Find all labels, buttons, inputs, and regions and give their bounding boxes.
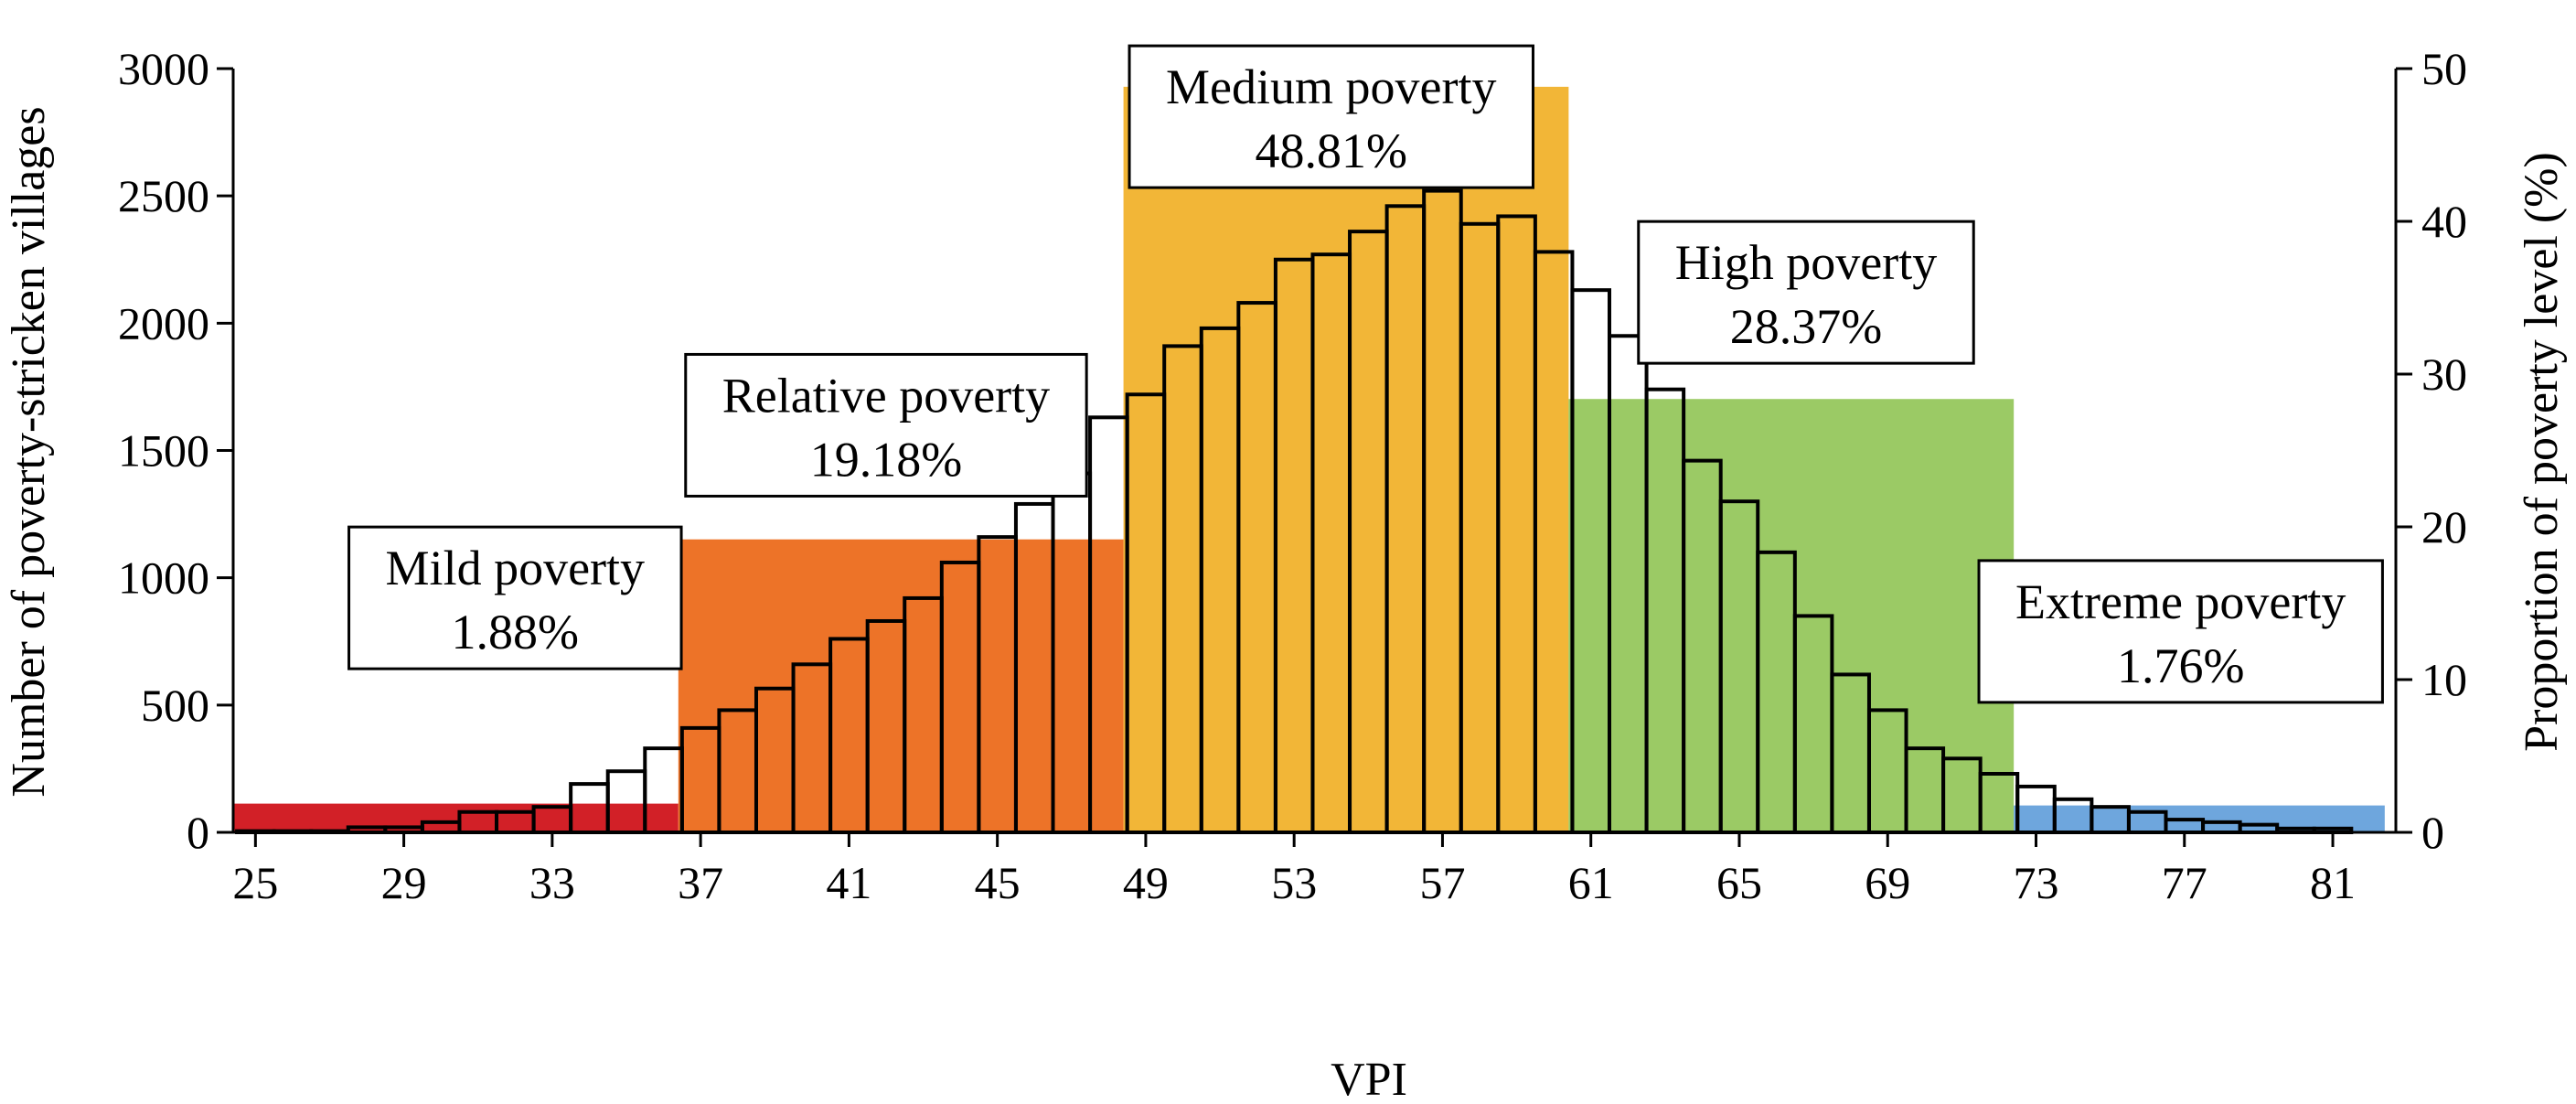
y2-tick-label: 50 — [2421, 43, 2467, 94]
label-box-relative-poverty: Relative poverty 19.18% — [684, 352, 1088, 498]
x-tick-label: 73 — [2014, 857, 2059, 908]
x-tick-label: 45 — [975, 857, 1021, 908]
band-medium-poverty — [1123, 86, 1569, 833]
label-box-extreme-poverty: Extreme poverty 1.76% — [1977, 559, 2384, 704]
axes: 0 500 1000 1500 2000 2500 3000 0 10 20 30 40 50 25 29 3… — [118, 43, 2467, 908]
label-box-frame — [347, 525, 683, 670]
label-box-frame — [1977, 559, 2384, 704]
y-tick-label: 0 — [187, 807, 209, 858]
category-name: Medium poverty — [1166, 59, 1496, 114]
category-name: Extreme poverty — [2015, 574, 2346, 629]
poverty-level-bands — [233, 86, 2385, 833]
category-labels: Mild poverty 1.88% Relative poverty 19.18% M… — [347, 44, 2384, 704]
category-percent: 28.37% — [1730, 299, 1882, 354]
y-tick-label: 1500 — [118, 425, 209, 477]
x-tick-label: 37 — [678, 857, 723, 908]
band-relative-poverty — [678, 539, 1124, 832]
y2-tick-label: 40 — [2421, 196, 2467, 247]
x-tick-label: 65 — [1716, 857, 1762, 908]
x-axis-title: VPI — [1331, 1054, 1407, 1104]
y2-tick-label: 30 — [2421, 348, 2467, 400]
category-percent: 48.81% — [1256, 123, 1407, 178]
y2-tick-label: 0 — [2421, 807, 2444, 858]
x-tick-label: 57 — [1419, 857, 1465, 908]
y-tick-label: 500 — [141, 680, 209, 731]
y-axis-title: Number of poverty-stricken villages — [3, 106, 55, 797]
band-high-poverty — [1568, 399, 2015, 832]
x-tick-label: 29 — [381, 857, 427, 908]
y2-axis-title: Proportion of poverty level (%) — [2516, 152, 2568, 752]
label-box-frame — [1637, 220, 1975, 365]
x-tick-label: 33 — [529, 857, 575, 908]
y-tick-label: 2000 — [118, 297, 209, 348]
category-name: Mild poverty — [386, 541, 645, 595]
label-box-high-poverty: High poverty 28.37% — [1637, 220, 1975, 365]
x-tick-label: 53 — [1271, 857, 1317, 908]
y-tick-label: 1000 — [118, 552, 209, 604]
x-tick-label: 69 — [1865, 857, 1910, 908]
category-percent: 1.88% — [452, 605, 579, 659]
category-percent: 19.18% — [810, 432, 962, 487]
y-tick-label: 3000 — [118, 43, 209, 94]
x-tick-label: 25 — [232, 857, 278, 908]
y-tick-label: 2500 — [118, 170, 209, 221]
category-name: High poverty — [1675, 235, 1937, 290]
x-tick-label: 41 — [826, 857, 871, 908]
label-box-mild-poverty: Mild poverty 1.88% — [347, 525, 683, 670]
x-tick-label: 49 — [1123, 857, 1169, 908]
label-box-medium-poverty: Medium poverty 48.81% — [1128, 44, 1534, 189]
category-percent: 1.76% — [2117, 638, 2244, 693]
band-mild-poverty — [233, 803, 679, 832]
y2-tick-label: 20 — [2421, 501, 2467, 552]
category-name: Relative poverty — [722, 368, 1050, 423]
y2-tick-label: 10 — [2421, 654, 2467, 705]
x-tick-label: 81 — [2310, 857, 2356, 908]
x-tick-label: 61 — [1568, 857, 1614, 908]
label-box-frame — [1128, 44, 1534, 189]
x-tick-label: 77 — [2162, 857, 2207, 908]
label-box-frame — [684, 352, 1088, 498]
